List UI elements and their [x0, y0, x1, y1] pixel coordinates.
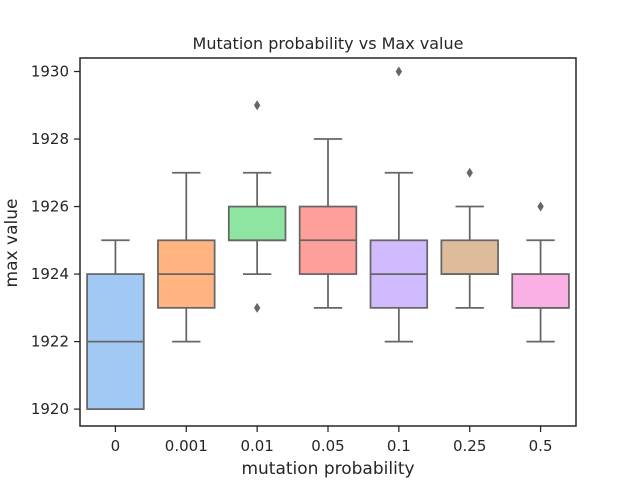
x-tick-label: 0.05 — [311, 437, 344, 455]
outlier-point — [537, 201, 544, 212]
x-tick-label: 0.5 — [529, 437, 553, 455]
outlier-point — [466, 167, 473, 178]
plot-area: 1920 1922 1924 1926 1928 1930 0 0.001 0.01 0.05 0.… — [31, 57, 577, 455]
y-tick-label: 1928 — [31, 130, 69, 148]
plot-frame — [79, 57, 577, 427]
box-0.25 — [440, 239, 499, 275]
y-tick-label: 1926 — [31, 198, 69, 216]
outlier-point — [253, 302, 261, 313]
x-tick-label: 0 — [111, 437, 121, 455]
box-0.01 — [227, 205, 287, 242]
y-axis-title: max value — [2, 199, 22, 288]
x-axis-title: mutation probability — [241, 459, 414, 479]
x-tick-label: 0.001 — [165, 437, 208, 455]
y-tick-label: 1930 — [31, 63, 69, 81]
outlier-point — [395, 66, 403, 77]
y-tick-label: 1924 — [31, 265, 69, 283]
y-tick-label: 1920 — [31, 400, 69, 418]
x-tick-label: 0.01 — [240, 437, 273, 455]
box-0.5 — [511, 273, 570, 309]
y-tick-label: 1922 — [31, 333, 69, 351]
x-tick-label: 0.25 — [453, 437, 486, 455]
x-tick-label: 0.1 — [387, 437, 411, 455]
chart-title: Mutation probability vs Max value — [193, 34, 464, 53]
outlier-point — [253, 100, 261, 111]
